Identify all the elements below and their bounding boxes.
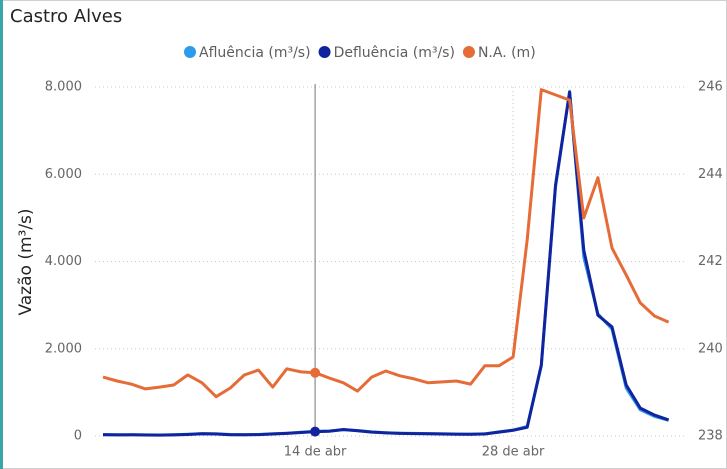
legend-marker — [462, 46, 475, 58]
x-tick-label: 28 de abr — [482, 445, 545, 460]
chart-title: Castro Alves — [10, 6, 122, 27]
legend-label: Afluência (m³/s) — [199, 45, 311, 61]
y-tick-label: 8.000 — [45, 80, 82, 95]
y2-tick-label: 244 — [698, 167, 723, 182]
y-axis-label: Vazão (m³/s) — [16, 208, 36, 315]
legend-label: N.A. (m) — [478, 45, 536, 61]
y2-tick-label: 238 — [698, 429, 723, 444]
x-tick-label: 14 de abr — [284, 445, 347, 460]
y-tick-label: 0 — [74, 429, 82, 444]
legend-marker — [184, 46, 196, 58]
legend-marker — [318, 46, 331, 58]
y2-tick-label: 246 — [698, 80, 723, 95]
legend-label: Defluência (m³/s) — [334, 45, 455, 61]
hover-marker — [310, 426, 321, 437]
y-tick-label: 6.000 — [45, 167, 82, 182]
accent-bar — [0, 0, 3, 469]
hover-marker — [310, 367, 321, 378]
y2-tick-label: 242 — [698, 254, 723, 269]
y2-tick-label: 240 — [698, 341, 723, 356]
y-tick-label: 4.000 — [45, 254, 82, 269]
series-line — [102, 88, 670, 399]
y-tick-label: 2.000 — [45, 341, 82, 356]
